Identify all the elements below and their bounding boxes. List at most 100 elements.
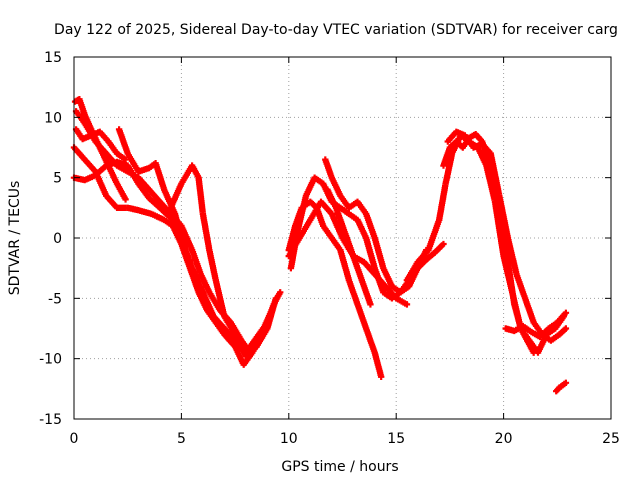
data-point-group — [199, 289, 216, 318]
data-point — [562, 325, 570, 332]
data-point-group — [425, 218, 442, 254]
data-point-group — [345, 277, 360, 306]
y-axis-label: SDTVAR / TECUs — [7, 181, 23, 296]
data-point-group — [294, 194, 309, 236]
data-point-group — [487, 150, 503, 197]
data-point-group — [231, 331, 249, 358]
data-point-group — [171, 210, 185, 240]
data-point-group — [545, 320, 559, 332]
chart-title: Day 122 of 2025, Sidereal Day-to-day VTE… — [54, 22, 618, 38]
data-point-group — [405, 266, 420, 290]
y-tick-label: 5 — [53, 171, 62, 187]
data-point — [277, 289, 284, 296]
data-point-group — [328, 174, 343, 198]
data-point-group — [103, 150, 119, 168]
data-point-group — [242, 344, 259, 360]
data-point-group — [442, 152, 455, 187]
x-tick-label: 25 — [602, 431, 620, 447]
data-point-group — [307, 200, 324, 224]
y-axis-ticks: -15 -10 -5 0 5 10 15 — [39, 50, 611, 428]
x-tick-label: 0 — [70, 431, 79, 447]
data-point-group — [152, 160, 167, 191]
data-point-group — [472, 131, 484, 144]
data-point — [403, 301, 411, 308]
series-track-7 — [167, 162, 280, 360]
data-markers — [70, 96, 570, 395]
data-point-group — [195, 289, 210, 312]
data-point-group — [423, 250, 437, 263]
data-point — [377, 373, 385, 380]
data-point-group — [362, 234, 378, 270]
data-point-group — [221, 331, 237, 349]
data-point-group — [81, 156, 98, 174]
series-track-13 — [403, 132, 567, 356]
data-point-group — [146, 186, 162, 204]
data-point-group — [436, 182, 449, 224]
data-point-group — [536, 326, 551, 341]
data-point-group — [212, 277, 228, 318]
data-point-group — [478, 140, 493, 156]
data-point-group — [296, 218, 313, 242]
data-point-group — [553, 385, 562, 395]
data-point-group — [178, 234, 195, 270]
data-point-group — [362, 210, 378, 240]
data-point-group — [328, 234, 343, 252]
data-point-group — [210, 313, 227, 331]
data-point-group — [511, 301, 524, 330]
data-point-group — [354, 301, 369, 330]
data-point-group — [96, 144, 111, 167]
data-point-group — [358, 277, 373, 306]
data-point-group — [354, 198, 369, 216]
data-point-group — [195, 174, 206, 215]
data-point-group — [103, 192, 119, 210]
data-point-group — [337, 246, 352, 282]
data-point — [272, 295, 280, 302]
data-point-group — [253, 327, 270, 350]
data-point-group — [559, 380, 568, 389]
series-track-4 — [72, 126, 129, 163]
data-point-group — [556, 383, 565, 391]
data-point-group — [371, 234, 386, 270]
data-point-group — [135, 180, 152, 200]
data-point-group — [264, 297, 279, 332]
data-point-group — [178, 164, 195, 187]
data-point-group — [96, 128, 111, 144]
series-track-14 — [440, 131, 537, 356]
data-point-group — [388, 283, 402, 295]
data-point-group — [302, 176, 317, 199]
y-tick-label: -10 — [39, 352, 62, 368]
data-point-group — [341, 228, 356, 258]
data-point-group — [350, 252, 365, 282]
data-point — [122, 156, 129, 163]
data-point-group — [403, 260, 420, 284]
data-point — [562, 379, 570, 386]
data-point-group — [431, 242, 446, 256]
data-point-group — [135, 174, 151, 192]
data-point-group — [188, 246, 204, 276]
data-point-group — [371, 349, 384, 378]
data-point-group — [197, 271, 212, 294]
series-track-5 — [71, 96, 129, 203]
y-tick-label: 15 — [44, 50, 62, 66]
data-point-group — [161, 216, 175, 228]
x-tick-label: 20 — [495, 431, 513, 447]
data-point-group — [360, 258, 377, 276]
data-point-group — [496, 192, 511, 240]
data-point-group — [206, 289, 223, 312]
data-point — [367, 301, 374, 308]
data-point-group — [380, 289, 394, 301]
data-point-group — [221, 313, 238, 336]
data-point-group — [354, 216, 369, 240]
data-point-group — [504, 234, 520, 276]
data-point-group — [167, 182, 184, 211]
data-point-group — [92, 163, 108, 179]
data-point-group — [105, 162, 120, 186]
data-point-group — [188, 265, 206, 294]
data-point-group — [324, 186, 339, 210]
data-point-group — [206, 246, 219, 282]
data-point-group — [317, 198, 334, 216]
data-point-group — [521, 295, 537, 324]
series-track-17 — [553, 379, 570, 395]
data-point-group — [362, 325, 378, 354]
